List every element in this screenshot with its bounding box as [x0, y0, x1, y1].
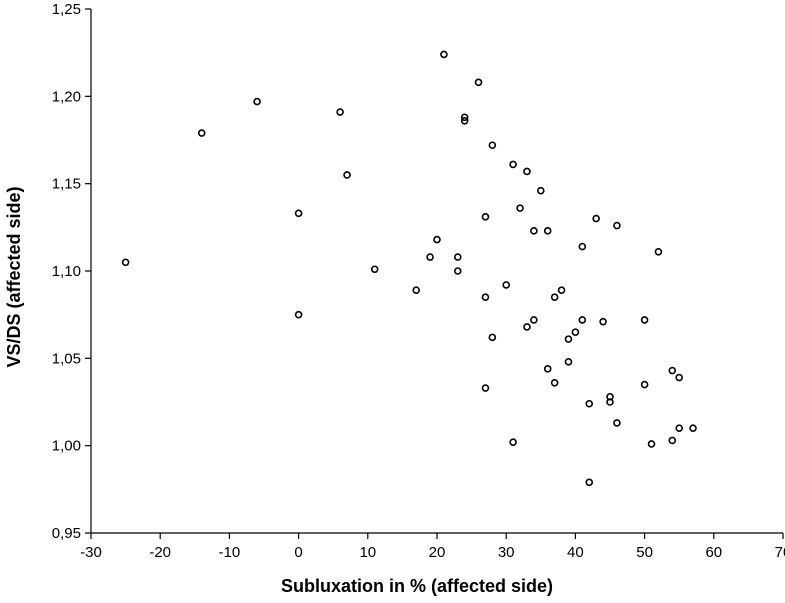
y-tick-label: 1,05 [52, 350, 81, 367]
x-tick-label: 0 [294, 544, 302, 561]
data-point [453, 267, 462, 275]
data-point [564, 335, 573, 343]
data-point [530, 227, 538, 235]
x-tick-label: 60 [705, 544, 722, 561]
data-point [592, 214, 600, 223]
data-point [523, 323, 531, 331]
data-point [488, 333, 497, 342]
y-tick-label: 0,95 [52, 525, 81, 542]
data-point [294, 209, 303, 218]
x-tick-label: 40 [567, 544, 584, 561]
data-point [523, 167, 531, 176]
x-tick-label: -10 [219, 544, 241, 561]
x-tick-label: 70 [775, 544, 785, 561]
data-point [481, 293, 490, 302]
y-tick-label: 1,25 [52, 1, 81, 18]
data-point [647, 440, 656, 448]
data-point [440, 50, 448, 59]
data-point [599, 317, 607, 326]
data-point [516, 204, 524, 212]
data-point [530, 316, 538, 324]
data-point [564, 358, 573, 366]
data-point [585, 399, 594, 408]
data-point [613, 221, 621, 230]
data-point [550, 293, 559, 302]
data-point [481, 384, 490, 392]
data-point [675, 373, 684, 382]
data-point [197, 129, 206, 137]
data-point [509, 160, 517, 169]
data-point [668, 366, 677, 375]
data-point [488, 141, 497, 150]
data-point [336, 108, 344, 116]
data-point [370, 265, 379, 274]
data-points [121, 50, 697, 487]
x-tick-label: 50 [636, 544, 653, 561]
data-point [571, 328, 580, 336]
data-point [433, 235, 441, 244]
data-point [502, 281, 511, 289]
y-axis-ticks: 0,95 1,00 1,05 1,10 1,15 1,20 1,25 [52, 1, 91, 542]
data-point [509, 438, 517, 446]
x-tick-label: 30 [498, 544, 515, 561]
data-point [536, 186, 545, 195]
data-point [121, 258, 130, 267]
data-point [543, 365, 552, 373]
data-point [294, 310, 303, 319]
data-point [675, 424, 684, 433]
x-axis-ticks: -30 -20 -10 0 10 20 30 40 50 60 70 [80, 533, 785, 561]
data-point [426, 253, 434, 261]
y-axis-label: VS/DS (affected side) [4, 186, 24, 367]
data-point [613, 419, 621, 427]
data-point [460, 113, 469, 122]
x-axis-label: Subluxation in % (affected side) [281, 576, 553, 596]
data-point [654, 247, 663, 256]
y-tick-label: 1,10 [52, 263, 81, 280]
axes [90, 9, 783, 534]
x-tick-label: -20 [149, 544, 171, 561]
data-point [668, 436, 677, 445]
data-point [412, 286, 421, 295]
data-point [253, 97, 261, 106]
data-point [460, 116, 469, 125]
x-tick-label: 20 [429, 544, 446, 561]
data-point [689, 424, 697, 433]
x-tick-label: 10 [359, 544, 376, 561]
data-point [606, 398, 614, 406]
data-point [453, 253, 462, 261]
y-tick-label: 1,00 [52, 438, 81, 455]
x-tick-label: -30 [80, 544, 102, 561]
data-point [585, 478, 594, 487]
y-tick-label: 1,20 [52, 88, 81, 105]
data-point [543, 227, 552, 235]
data-point [550, 378, 559, 387]
data-point [474, 78, 483, 87]
data-point [343, 171, 351, 179]
data-point [640, 380, 649, 389]
data-point [481, 213, 490, 221]
data-point [578, 242, 587, 251]
data-point [640, 316, 649, 324]
data-point [578, 316, 587, 324]
data-point [557, 286, 566, 295]
y-tick-label: 1,15 [52, 176, 81, 193]
